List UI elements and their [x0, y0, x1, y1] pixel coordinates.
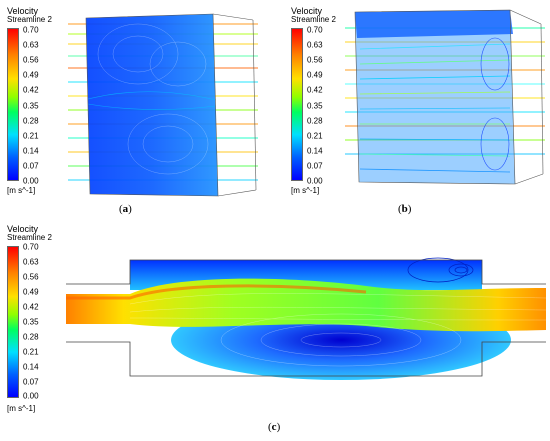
- legend-title: Velocity: [291, 6, 323, 16]
- tick-label: 0.07: [307, 161, 323, 171]
- legend-subtitle: Streamline 2: [7, 15, 52, 24]
- tick-label: 0.21: [307, 131, 323, 141]
- legend-title: Velocity: [7, 6, 39, 16]
- tick-label: 0.21: [23, 347, 39, 357]
- tick-label: 0.14: [307, 146, 323, 156]
- tick-label: 0.28: [23, 332, 39, 342]
- tick-label: 0.42: [307, 85, 323, 95]
- tick-label: 0.56: [23, 55, 39, 65]
- legend-a: Velocity Streamline 2 0.70 0.63 0.56 0.4…: [7, 6, 67, 196]
- tick-label: 0.70: [23, 25, 39, 35]
- tick-label: 0.35: [23, 101, 39, 111]
- tick-label: 0.00: [23, 176, 39, 186]
- tick-label: 0.07: [23, 377, 39, 387]
- colorbar: [7, 28, 19, 181]
- tick-label: 0.28: [307, 116, 323, 126]
- colorbar: [291, 28, 303, 181]
- tick-label: 0.00: [23, 391, 39, 401]
- colorbar: [7, 246, 19, 398]
- tick-label: 0.14: [23, 362, 39, 372]
- caption-a: (a): [119, 203, 132, 215]
- legend-title: Velocity: [7, 224, 39, 234]
- legend-unit: [m s^-1]: [291, 186, 320, 195]
- streamline-render-c: [66, 254, 546, 390]
- tick-label: 0.42: [23, 85, 39, 95]
- legend-subtitle: Streamline 2: [291, 15, 336, 24]
- tick-label: 0.70: [23, 242, 39, 252]
- tick-label: 0.63: [23, 257, 39, 267]
- legend-b: Velocity Streamline 2 0.70 0.63 0.56 0.4…: [291, 6, 351, 196]
- tick-label: 0.14: [23, 146, 39, 156]
- legend-unit: [m s^-1]: [7, 404, 36, 413]
- tick-label: 0.07: [23, 161, 39, 171]
- legend-subtitle: Streamline 2: [7, 233, 52, 242]
- streamline-render-a: [68, 4, 258, 200]
- tick-label: 0.56: [307, 55, 323, 65]
- tick-label: 0.70: [307, 25, 323, 35]
- tick-label: 0.35: [307, 101, 323, 111]
- tick-label: 0.63: [307, 40, 323, 50]
- tick-label: 0.21: [23, 131, 39, 141]
- legend-unit: [m s^-1]: [7, 186, 36, 195]
- tick-label: 0.63: [23, 40, 39, 50]
- streamline-render-b: [345, 4, 545, 200]
- tick-label: 0.42: [23, 302, 39, 312]
- tick-label: 0.28: [23, 116, 39, 126]
- tick-label: 0.49: [23, 70, 39, 80]
- tick-label: 0.56: [23, 272, 39, 282]
- tick-label: 0.49: [23, 287, 39, 297]
- legend-c: Velocity Streamline 2 0.70 0.63 0.56 0.4…: [7, 224, 67, 414]
- tick-label: 0.00: [307, 176, 323, 186]
- caption-c: (c): [268, 421, 281, 433]
- caption-b: (b): [398, 203, 412, 215]
- tick-label: 0.49: [307, 70, 323, 80]
- tick-label: 0.35: [23, 317, 39, 327]
